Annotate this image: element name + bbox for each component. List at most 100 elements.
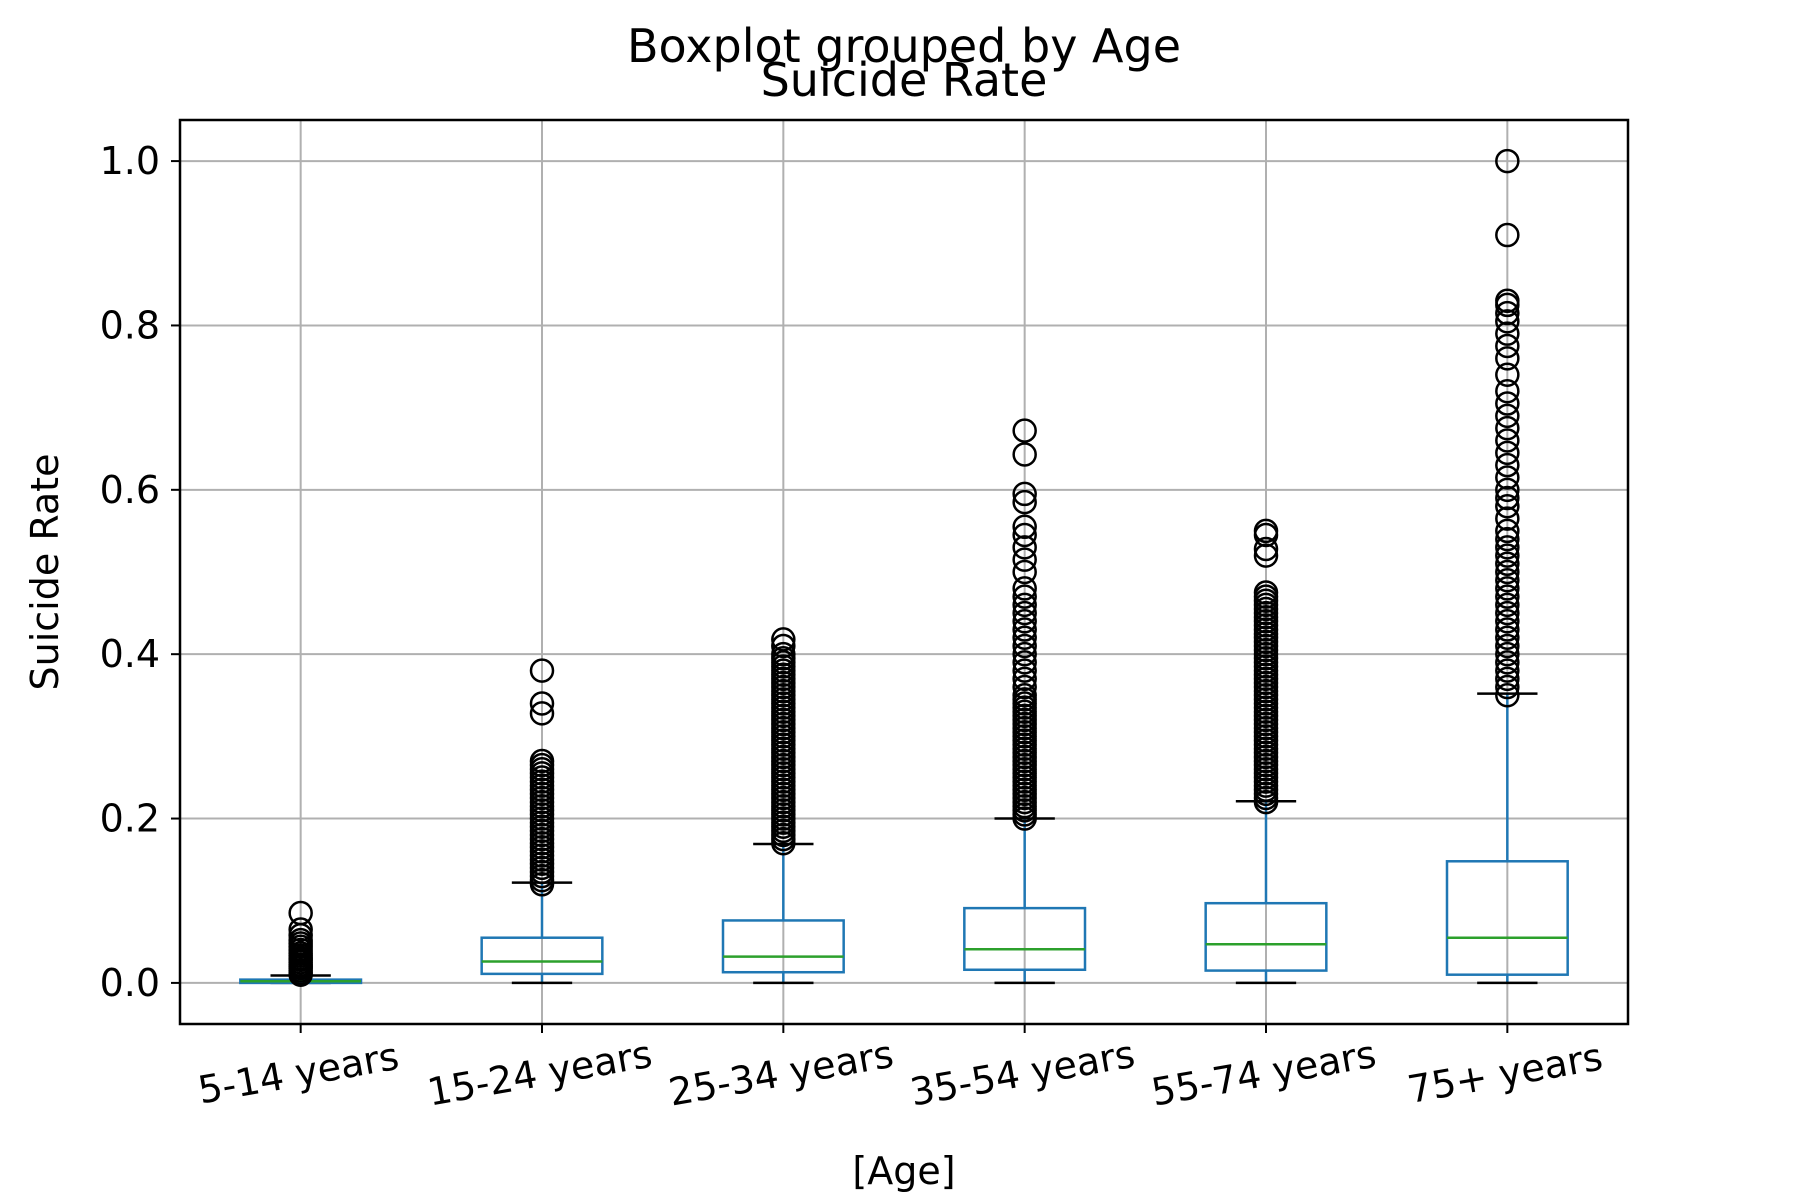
iqr-box: [1445, 860, 1569, 976]
outlier-point: [1495, 526, 1520, 552]
outlier-point: [1495, 551, 1520, 577]
chart-title: Suicide Rate: [761, 53, 1048, 107]
iqr-box: [1204, 901, 1328, 972]
box-group: [1204, 518, 1328, 985]
outlier-point: [1495, 543, 1520, 568]
outlier-point: [1495, 415, 1520, 441]
outlier-point: [1012, 481, 1037, 507]
outlier-point: [1495, 633, 1520, 659]
x-axis-label: [Age]: [852, 1149, 955, 1193]
outlier-point: [771, 641, 796, 667]
outlier-point: [1012, 514, 1037, 540]
outlier-point: [1012, 658, 1037, 683]
outlier-point: [1495, 465, 1520, 490]
outlier-point: [288, 900, 313, 926]
outlier-point: [1495, 625, 1520, 650]
outlier-point: [1495, 559, 1520, 585]
outlier-point: [1495, 300, 1520, 326]
outlier-point: [529, 691, 555, 716]
x-tick-label: 5-14 years: [195, 1034, 402, 1113]
outlier-point: [1012, 641, 1037, 667]
box-group: [239, 900, 363, 987]
outlier-point: [1495, 321, 1520, 346]
box-series: [239, 148, 1569, 987]
outlier-point: [1012, 609, 1037, 634]
outlier-point: [1495, 683, 1520, 708]
outlier-point: [1012, 522, 1037, 548]
y-tick-label: 0.0: [100, 961, 160, 1005]
y-axis-label: Suicide Rate: [23, 454, 67, 691]
outlier-point: [1495, 403, 1520, 429]
outlier-point: [1495, 391, 1520, 416]
outlier-point: [1495, 440, 1520, 466]
x-tick-label: 15-24 years: [424, 1032, 655, 1115]
outlier-point: [771, 627, 796, 652]
outlier-point: [1495, 506, 1520, 531]
outlier-point: [1253, 536, 1279, 562]
iqr-box: [480, 936, 604, 976]
outlier-point: [1495, 641, 1520, 667]
iqr-box: [721, 919, 845, 974]
y-tick-label: 0.8: [100, 303, 160, 347]
outlier-point: [1495, 650, 1520, 675]
x-tick-label: 55-74 years: [1148, 1032, 1379, 1115]
outlier-point: [1495, 600, 1520, 626]
axis-ticks: 0.0 0.2 0.4 0.6 0.8 1.0 5-14 years 15-24 years 2…: [100, 139, 1606, 1114]
y-tick-label: 0.6: [100, 468, 160, 512]
outlier-point: [1253, 518, 1279, 544]
outlier-point: [1495, 592, 1520, 618]
outlier-point: [1495, 576, 1520, 601]
iqr-box: [963, 906, 1087, 972]
outlier-point: [1012, 592, 1037, 618]
outlier-point: [1495, 494, 1520, 519]
outlier-point: [1012, 650, 1037, 675]
y-tick-label: 1.0: [100, 139, 160, 183]
outlier-point: [1012, 625, 1037, 650]
outlier-point: [1012, 683, 1037, 708]
y-tick-label: 0.4: [100, 632, 160, 676]
chart-suptitle: Boxplot grouped by Age: [627, 19, 1181, 73]
outlier-point: [1012, 559, 1037, 585]
outlier-point: [1495, 485, 1520, 511]
plot-frame: [178, 118, 1630, 1026]
outlier-point: [1012, 418, 1037, 443]
outlier-point: [1012, 547, 1037, 572]
outlier-point: [1495, 222, 1520, 248]
outlier-point: [529, 701, 555, 726]
outlier-point: [1495, 535, 1520, 560]
outlier-point: [1495, 477, 1520, 503]
outlier-point: [1012, 442, 1037, 467]
outlier-point: [1012, 674, 1037, 700]
grid-lines: [180, 120, 1628, 1024]
x-tick-label: 25-34 years: [665, 1032, 896, 1115]
outlier-point: [1495, 346, 1520, 371]
outlier-point: [1012, 617, 1037, 642]
outlier-point: [1495, 288, 1520, 314]
outlier-point: [1012, 535, 1037, 560]
outlier-point: [529, 748, 555, 774]
outlier-point: [288, 917, 313, 942]
outlier-point: [1495, 452, 1520, 478]
box-group: [963, 418, 1087, 985]
outlier-point: [1253, 543, 1279, 568]
outlier-point: [529, 658, 555, 683]
box-group: [721, 627, 845, 985]
outlier-point: [1495, 617, 1520, 642]
outlier-point: [771, 633, 796, 659]
outlier-point: [1012, 584, 1037, 609]
outlier-point: [1495, 658, 1520, 683]
outlier-point: [1012, 576, 1037, 601]
box-group: [480, 658, 604, 985]
outlier-point: [1495, 362, 1520, 388]
outlier-point: [1012, 489, 1037, 515]
outlier-point: [1495, 674, 1520, 700]
outlier-point: [1495, 666, 1520, 692]
outlier-point: [1253, 580, 1279, 605]
y-tick-label: 0.2: [100, 797, 160, 841]
outlier-point: [1495, 584, 1520, 609]
outlier-point: [1495, 428, 1520, 453]
outlier-point: [1495, 609, 1520, 634]
box-group: [1445, 148, 1569, 985]
outlier-point: [1495, 567, 1520, 593]
